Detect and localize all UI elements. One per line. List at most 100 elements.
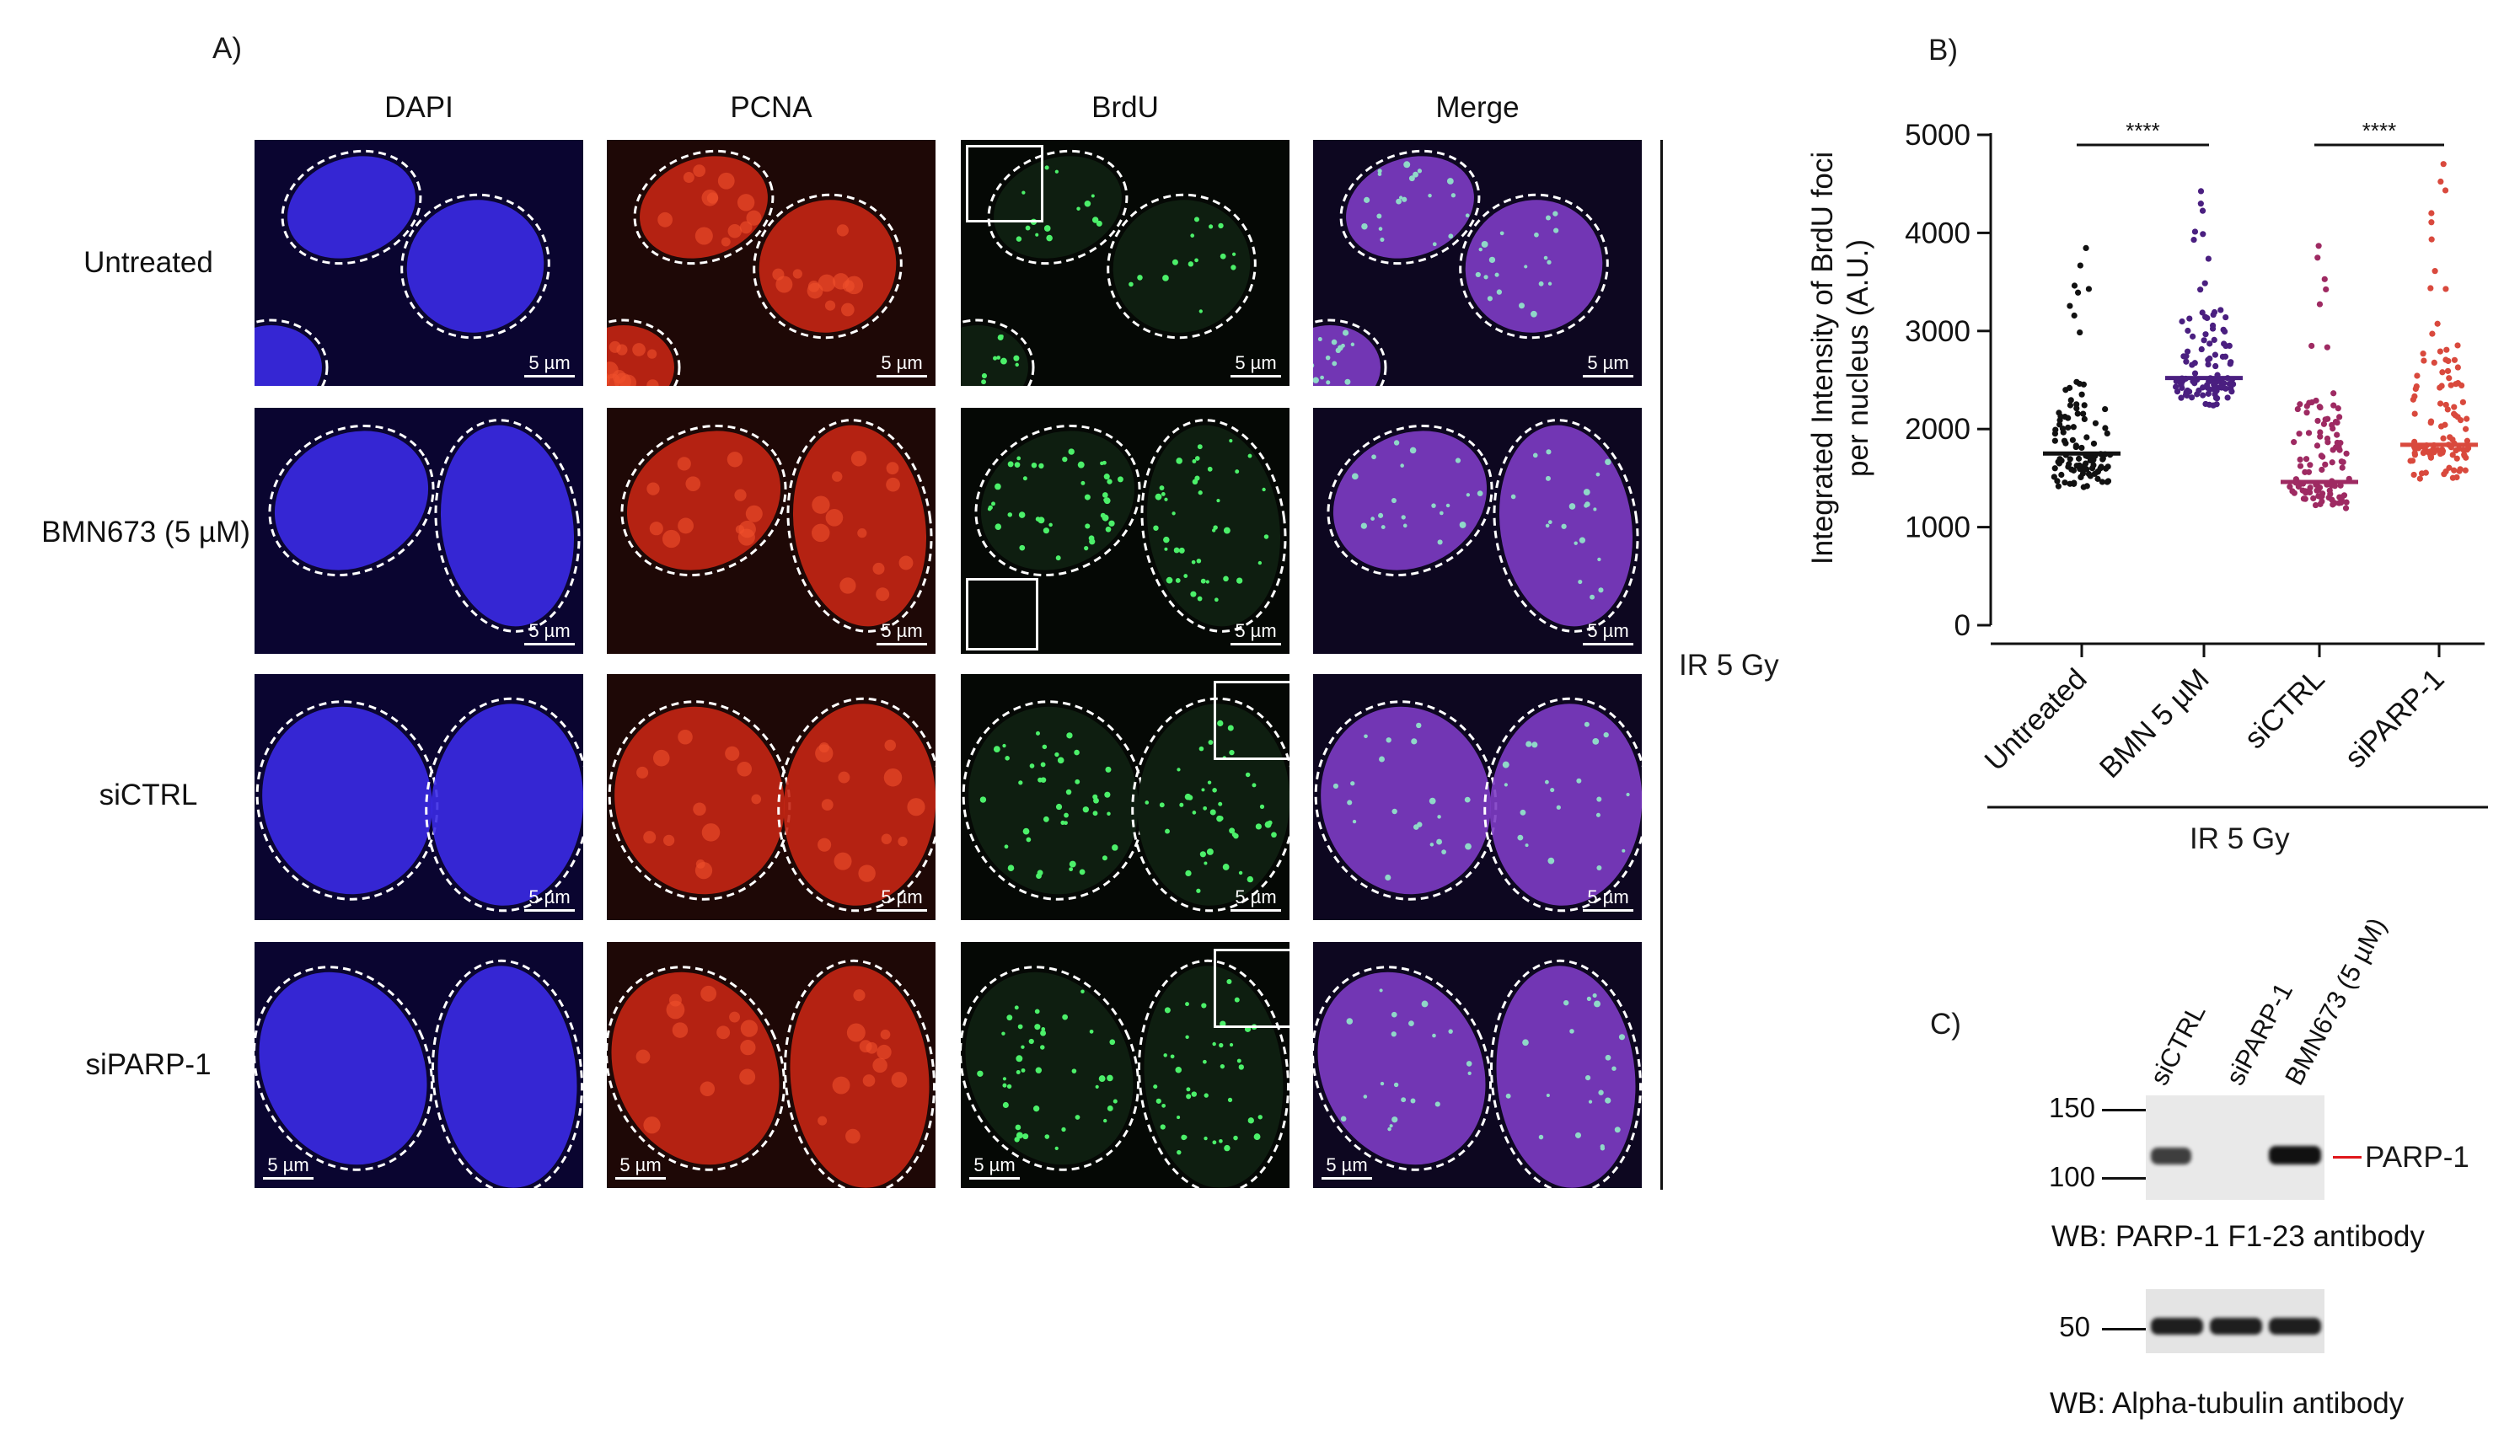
data-point	[2451, 404, 2458, 410]
data-point	[2305, 430, 2313, 436]
data-point	[2314, 417, 2321, 425]
tubulin-band-bmn673	[2269, 1318, 2321, 1335]
scale-bar: 5 µm	[1231, 886, 1281, 912]
y-tick-label: 4000	[1905, 217, 1970, 249]
data-point	[2454, 364, 2461, 371]
data-point	[2458, 382, 2465, 389]
data-point	[2212, 380, 2218, 387]
data-point	[2102, 425, 2109, 431]
micrograph-brdu-row-3: 5 µm	[961, 674, 1289, 920]
data-point	[2222, 353, 2229, 360]
data-point	[2197, 201, 2204, 207]
row-label-siparp1: siPARP-1	[85, 1048, 212, 1081]
parp1-band-label: PARP-1	[2365, 1141, 2469, 1174]
data-point	[2441, 471, 2448, 478]
data-point	[2067, 402, 2074, 409]
data-point	[2197, 188, 2205, 195]
scale-bar: 5 µm	[1231, 352, 1281, 377]
data-point	[2065, 415, 2072, 421]
data-point	[2443, 346, 2450, 353]
scale-bar-label: 5 µm	[1587, 352, 1629, 373]
micrograph-pcna-row-3: 5 µm	[607, 674, 936, 920]
data-point	[2198, 345, 2205, 353]
data-point	[2291, 439, 2297, 446]
data-point	[2085, 286, 2093, 292]
scale-bar: 5 µm	[524, 352, 575, 377]
data-point	[2067, 397, 2074, 404]
panel-b-letter: B)	[1928, 34, 1958, 67]
scale-bar-line	[1322, 1177, 1372, 1180]
data-point	[2420, 351, 2426, 357]
micrograph-merge-row-1: 5 µm	[1313, 140, 1642, 386]
y-tick-label: 1000	[1905, 511, 1970, 544]
lane-label-sictrl: siCTRL	[2144, 998, 2212, 1090]
data-point	[2199, 207, 2206, 214]
data-point	[2061, 437, 2068, 444]
data-point	[2104, 430, 2110, 436]
data-point	[2211, 385, 2217, 392]
data-point	[2300, 495, 2308, 502]
y-axis-label-line1: Integrated Intensity of BrdU foci	[1806, 152, 1839, 565]
micrograph-pcna-row-4: 5 µm	[607, 942, 936, 1188]
data-point	[2212, 394, 2220, 401]
data-point	[2091, 470, 2098, 478]
data-point	[2327, 490, 2334, 497]
y-axis-label-line2: per nucleus (A.U.)	[1842, 239, 1874, 477]
data-point	[2077, 262, 2083, 269]
data-point	[2454, 342, 2461, 349]
data-point	[2077, 329, 2083, 336]
data-point	[2051, 465, 2058, 472]
scale-bar: 5 µm	[877, 620, 927, 645]
column-header-merge: Merge	[1435, 91, 1520, 124]
data-point	[2303, 410, 2310, 416]
data-point	[2097, 465, 2104, 472]
data-point	[2337, 440, 2344, 447]
data-point	[2094, 475, 2101, 482]
scale-bar: 5 µm	[1231, 620, 1281, 645]
data-point	[2320, 420, 2328, 427]
parp1-band-indicator	[2333, 1156, 2362, 1159]
data-point	[2099, 479, 2105, 485]
data-point	[2339, 464, 2346, 471]
lane-label-bmn673: BMN673 (5 µM)	[2279, 913, 2393, 1090]
data-point	[2410, 471, 2417, 479]
data-point	[2076, 462, 2083, 468]
data-point	[2317, 433, 2324, 440]
data-point	[2057, 413, 2064, 420]
data-point	[2335, 405, 2341, 412]
y-tick-label: 2000	[1905, 413, 1970, 446]
data-point	[2200, 384, 2206, 391]
data-point	[2212, 351, 2218, 358]
data-point	[2334, 419, 2340, 426]
data-point	[2078, 444, 2085, 452]
data-point	[2330, 390, 2337, 397]
data-point	[2076, 380, 2083, 388]
data-point	[2421, 357, 2427, 364]
scale-bar-label: 5 µm	[881, 352, 923, 373]
data-point	[2074, 289, 2082, 296]
data-point	[2319, 466, 2325, 474]
data-point	[2463, 426, 2469, 432]
data-point	[2453, 455, 2460, 462]
data-point	[2457, 466, 2464, 473]
data-point	[2297, 456, 2303, 463]
x-tick-label: BMN 5 µM	[2094, 662, 2216, 784]
data-point	[2092, 420, 2099, 426]
data-point	[2224, 394, 2231, 401]
data-point	[2068, 466, 2075, 473]
data-point	[2305, 468, 2313, 475]
scale-bar: 5 µm	[524, 620, 575, 645]
data-point	[2067, 302, 2073, 309]
data-point	[2297, 463, 2304, 469]
scale-bar-label: 5 µm	[1235, 886, 1277, 907]
data-point	[2205, 255, 2212, 262]
parp1-blot	[2146, 1095, 2324, 1200]
data-point	[2074, 410, 2081, 417]
scale-bar-label: 5 µm	[973, 1154, 1016, 1175]
y-tick-label: 5000	[1905, 119, 1970, 152]
micrograph-dapi-row-2: 5 µm	[255, 408, 583, 654]
scale-bar-label: 5 µm	[528, 352, 571, 373]
data-point	[2446, 375, 2453, 382]
data-point	[2319, 498, 2325, 505]
brdu-zoom-inset	[1214, 681, 1289, 760]
